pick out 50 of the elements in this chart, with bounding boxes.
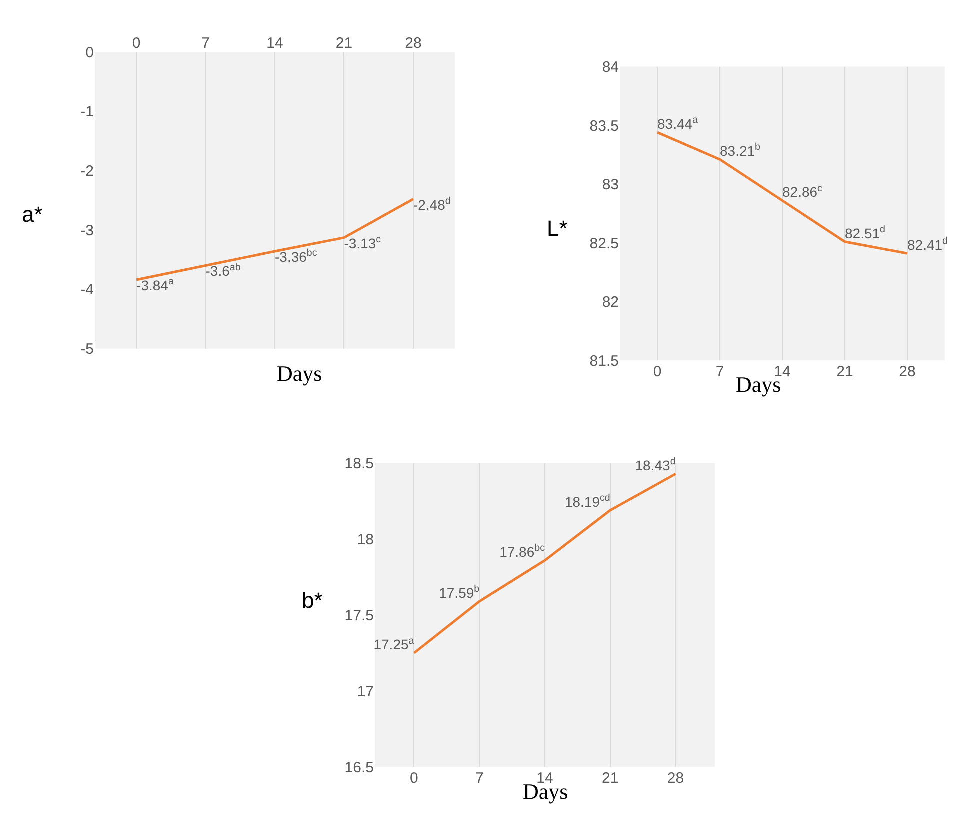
y-tick-label: 17 — [357, 683, 374, 700]
x-tick-label: 0 — [410, 770, 418, 788]
y-tick-label: -3 — [80, 222, 94, 240]
data-label: -3.84$^{a}$ — [136, 276, 174, 294]
x-tick-label: 7 — [202, 35, 210, 52]
data-label: 18.19$^{cd}$ — [564, 493, 610, 510]
data-label: 83.44$^{a}$ — [658, 115, 699, 132]
data-label: 17.59$^{b}$ — [439, 584, 480, 602]
x-tick-label: 7 — [716, 364, 724, 381]
x-tick-label: 21 — [336, 35, 353, 52]
data-label: 83.21$^{b}$ — [720, 142, 762, 160]
x-tick-label: 28 — [899, 364, 916, 381]
y-tick-label: -5 — [80, 341, 94, 358]
x-tick-label: 21 — [602, 770, 619, 788]
x-tick-label: 0 — [653, 364, 662, 381]
y-axis-title: a* — [22, 202, 44, 227]
x-tick-label: 28 — [405, 35, 422, 52]
y-tick-label: 83.5 — [590, 118, 619, 135]
y-tick-label: 17.5 — [344, 607, 374, 624]
y-tick-label: 18 — [357, 532, 374, 549]
x-axis-title: Days — [277, 361, 322, 386]
data-label: -2.48$^{d}$ — [413, 196, 451, 213]
data-label: 82.51$^{d}$ — [845, 224, 886, 242]
x-tick-label: 21 — [836, 364, 854, 381]
y-axis-title: L* — [547, 216, 568, 241]
y-tick-label: 83 — [602, 176, 619, 194]
y-tick-label: -1 — [80, 104, 94, 121]
line-series — [412, 472, 678, 654]
y-tick-label: 81.5 — [590, 352, 619, 370]
y-tick-label: 18.5 — [344, 456, 374, 473]
x-tick-label: 28 — [667, 770, 684, 788]
data-label: 17.86$^{bc}$ — [500, 543, 546, 560]
y-axis-title: b* — [302, 588, 324, 613]
data-label: -3.13$^{c}$ — [344, 234, 382, 252]
y-tick-label: -2 — [80, 163, 94, 180]
y-tick-label: 82 — [602, 294, 619, 312]
y-tick-label: 82.5 — [590, 235, 619, 252]
x-tick-label: 14 — [266, 35, 284, 52]
y-tick-label: 16.5 — [344, 759, 374, 776]
y-tick-label: -4 — [80, 282, 94, 299]
data-label: -3.36$^{bc}$ — [275, 248, 318, 265]
line-series — [656, 131, 909, 255]
data-label: 82.41$^{d}$ — [908, 236, 948, 254]
data-label: 82.86$^{c}$ — [782, 183, 823, 200]
x-tick-label: 7 — [475, 770, 484, 788]
data-label: 18.43$^{d}$ — [635, 456, 676, 474]
data-label: 17.25$^{a}$ — [374, 636, 415, 653]
x-tick-label: 0 — [132, 35, 141, 52]
y-tick-label: 84 — [602, 59, 619, 76]
data-label: -3.6$^{ab}$ — [206, 262, 242, 280]
